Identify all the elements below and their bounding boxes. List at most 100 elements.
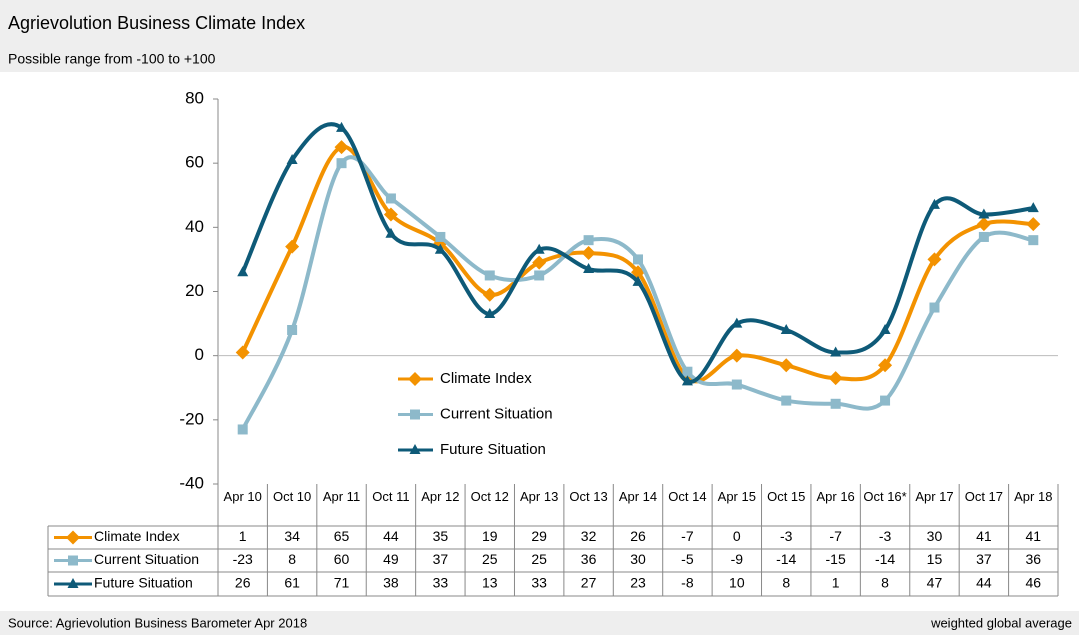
x-tick-label: Apr 18 [1014,489,1053,504]
marker [978,231,989,242]
source: Source: Agrievolution Business Barometer… [8,615,307,630]
table-value: 41 [976,528,992,544]
marker [830,398,841,409]
footer-band [0,611,1079,635]
marker [1027,202,1039,213]
marker [929,302,940,313]
line [240,155,1034,431]
marker [583,235,594,246]
table-value: 37 [976,551,992,567]
table-value: 30 [927,528,943,544]
legend-label: Current Situation [440,405,553,422]
table-value: 19 [482,528,498,544]
marker [633,254,643,265]
table-value: 71 [334,575,350,591]
marker [484,270,495,281]
table-value: -7 [829,528,842,544]
marker [235,345,250,360]
table-value: 46 [1026,575,1042,591]
table-value: 15 [927,551,943,567]
table-value: -14 [875,551,895,567]
y-tick-label: -20 [179,409,204,428]
y-tick-label: 80 [185,88,204,107]
x-tick-label: Oct 15 [767,489,806,504]
table-value: -15 [826,551,846,567]
table-value: -8 [681,575,694,591]
marker [978,208,990,219]
x-tick-label: Oct 14 [668,489,707,504]
line [240,122,1034,384]
marker [583,263,595,274]
table-value: 8 [782,575,790,591]
x-tick-label: Apr 15 [717,489,756,504]
table-value: 49 [383,551,399,567]
marker [237,424,248,435]
note: weighted global average [930,615,1072,630]
y-tick-label: 60 [185,153,204,172]
table-value: -5 [681,551,694,567]
table-row-label: Future Situation [94,575,193,591]
marker [781,395,792,406]
y-tick-label: -40 [179,473,204,492]
table-value: -7 [681,528,694,544]
table-value: 35 [433,528,449,544]
marker [336,121,348,132]
x-tick-label: Oct 10 [272,489,312,504]
marker [66,530,80,545]
x-tick-label: Oct 16* [863,489,907,504]
marker [880,395,891,406]
marker [67,578,79,588]
marker [780,324,792,334]
marker [779,358,794,373]
table-value: 1 [832,575,840,591]
table-value: 61 [284,575,300,591]
marker [1028,235,1039,246]
table-value: 25 [531,551,547,567]
table-value: 38 [383,575,399,591]
marker [828,371,843,386]
marker [682,366,693,377]
marker [879,324,891,334]
table-value: 26 [235,575,251,591]
chart-title: Agrievolution Business Climate Index [8,13,305,33]
table-value: 44 [383,528,399,544]
marker [385,227,397,238]
x-tick-label: Oct 13 [569,489,608,504]
marker [731,317,743,328]
y-tick-label: 0 [195,345,204,364]
series [237,121,1039,386]
marker [484,307,496,318]
table-value: 33 [531,575,547,591]
marker [409,444,421,454]
marker [410,409,420,420]
marker [237,266,249,277]
table-value: -14 [776,551,796,567]
table-value: 23 [630,575,646,591]
table-value: 30 [630,551,646,567]
table-value: 26 [630,528,646,544]
marker [286,153,298,164]
x-tick-label: Apr 13 [520,489,559,504]
table-row-label: Current Situation [94,551,199,567]
marker [927,252,942,267]
table-value: 0 [733,528,741,544]
series [237,155,1039,435]
x-tick-label: Oct 11 [372,489,410,504]
subtitle: Possible range from -100 to +100 [8,51,216,67]
table-value: 8 [288,551,296,567]
table-value: 44 [976,575,992,591]
x-tick-label: Apr 14 [618,489,658,504]
legend-label: Climate Index [440,370,532,387]
table-value: 34 [284,528,300,544]
marker [878,358,893,373]
table-row-label: Climate Index [94,528,180,544]
y-tick-label: 20 [185,281,204,300]
marker [408,372,422,386]
marker [729,348,744,363]
table-value: 27 [581,575,597,591]
y-tick-label: 40 [185,217,204,236]
x-tick-label: Apr 10 [223,489,262,504]
table-value: 8 [881,575,889,591]
